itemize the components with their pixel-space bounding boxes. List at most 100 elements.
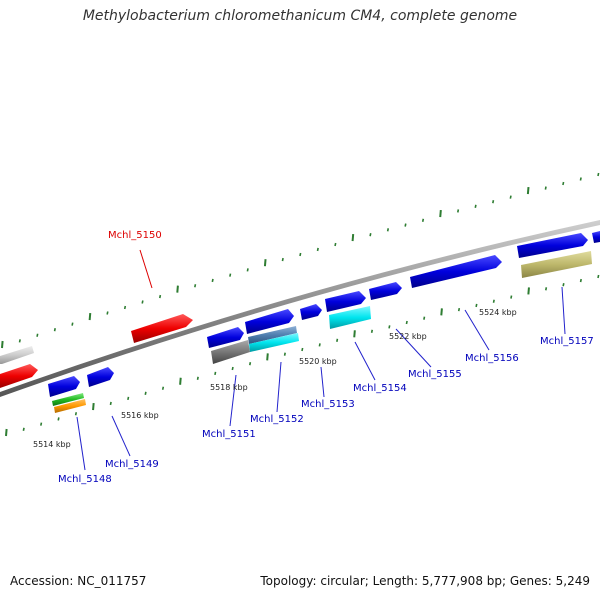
scale-tick [492, 200, 495, 204]
scale-tick [421, 218, 425, 222]
gene-arrow[interactable] [54, 399, 86, 413]
gene-label-mchl-5156[interactable]: Mchl_5156 [465, 353, 519, 364]
gene-arrow[interactable] [211, 340, 250, 364]
gene-arrow-mchl-5154[interactable] [329, 306, 371, 329]
scale-tick [579, 278, 582, 283]
gene-label-mchl-5154[interactable]: Mchl_5154 [353, 383, 407, 394]
scale-tick [353, 330, 356, 338]
gene-arrow[interactable] [325, 291, 366, 312]
gene-arrow[interactable] [0, 346, 34, 364]
scale-tick [1, 340, 4, 349]
scale-tick [369, 233, 372, 237]
scale-tick [74, 412, 78, 416]
scale-tick [179, 377, 182, 385]
gene-arrow-mchl-5150[interactable] [131, 314, 193, 343]
inner-scale-ticks [5, 274, 600, 437]
scale-tick [439, 210, 442, 218]
scale-tick [92, 403, 95, 411]
gene-arrow[interactable] [52, 393, 84, 406]
scale-tick [123, 305, 127, 310]
scale-tick [318, 343, 321, 347]
scale-tick [492, 299, 495, 303]
gene-arrow-mchl-5148[interactable] [48, 376, 80, 397]
gene-labels: Mchl_5148 Mchl_5149 Mchl_5150 Mchl_5151 … [58, 230, 594, 485]
gene-arrow[interactable] [0, 364, 38, 388]
gene-label-mchl-5155[interactable]: Mchl_5155 [408, 369, 462, 380]
tick-label: 5514 kbp [33, 440, 71, 449]
scale-tick [509, 195, 512, 199]
scale-tick [88, 312, 92, 321]
tick-label: 5516 kbp [121, 411, 159, 420]
scale-tick [36, 333, 39, 337]
gene-label-mchl-5157[interactable]: Mchl_5157 [540, 336, 594, 347]
scale-tick [144, 391, 147, 395]
scale-tick [388, 325, 391, 329]
scale-tick [423, 316, 426, 320]
tick-label: 5518 kbp [210, 383, 248, 392]
scale-tick [141, 300, 144, 304]
gene-arrow[interactable] [592, 231, 600, 243]
scale-tick [404, 223, 407, 227]
scale-tick [211, 278, 214, 283]
scale-tick [53, 328, 56, 332]
scale-tick [281, 257, 284, 262]
scale-tick [351, 233, 355, 242]
scale-tick [299, 252, 302, 257]
scale-tick [18, 339, 21, 343]
tick-label: 5520 kbp [299, 357, 337, 366]
gene-arrow[interactable] [245, 309, 294, 334]
scale-tick [263, 259, 267, 267]
scale-tick [22, 427, 25, 431]
scale-tick [158, 294, 162, 299]
tick-label: 5524 kbp [479, 308, 517, 317]
scale-tick [544, 287, 548, 291]
scale-tick [597, 274, 600, 279]
scale-tick [57, 417, 60, 421]
gene-arrow-mchl-5156[interactable] [410, 255, 502, 288]
scale-tick [475, 303, 478, 308]
scale-tick [544, 186, 547, 190]
scale-tick [597, 172, 600, 177]
gene-arrow-mchl-5151[interactable] [207, 327, 244, 348]
outer-scale-ticks [1, 172, 600, 349]
gene-arrow[interactable] [249, 333, 299, 352]
scale-tick [370, 329, 374, 333]
gene-arrow[interactable] [369, 282, 402, 300]
scale-tick [106, 311, 109, 315]
gene-label-mchl-5152[interactable]: Mchl_5152 [250, 414, 304, 425]
scale-tick [246, 268, 249, 272]
scale-tick [214, 371, 217, 376]
gene-label-mchl-5151[interactable]: Mchl_5151 [202, 429, 256, 440]
scale-tick [336, 338, 339, 342]
scale-labels: 5514 kbp 5516 kbp 5518 kbp 5520 kbp 5522… [33, 308, 517, 449]
accession-text: Accession: NC_011757 [10, 574, 147, 588]
scale-tick [456, 209, 460, 213]
scale-tick [405, 320, 408, 325]
scale-tick [229, 273, 232, 277]
genome-summary-text: Topology: circular; Length: 5,777,908 bp… [260, 574, 590, 588]
scale-tick [316, 247, 319, 252]
gene-label-mchl-5149[interactable]: Mchl_5149 [105, 459, 159, 470]
scale-tick [109, 401, 112, 406]
scale-tick [5, 428, 8, 437]
scale-tick [527, 287, 530, 295]
gene-label-mchl-5153[interactable]: Mchl_5153 [301, 399, 355, 410]
tick-label: 5522 kbp [389, 332, 427, 341]
scale-tick [579, 177, 582, 181]
scale-tick [194, 284, 197, 288]
scale-tick [334, 242, 337, 247]
gene-arrow-mchl-5153[interactable] [300, 304, 322, 320]
gene-arrow[interactable] [517, 233, 588, 258]
scale-tick [196, 376, 199, 380]
scale-tick [457, 307, 461, 312]
scale-tick [562, 181, 565, 186]
gene-arrow-mchl-5149[interactable] [87, 367, 114, 387]
gene-arrow-mchl-5152[interactable] [248, 326, 297, 344]
scale-tick [40, 422, 43, 426]
gene-label-mchl-5150[interactable]: Mchl_5150 [108, 230, 162, 241]
scale-tick [248, 362, 252, 366]
gene-label-mchl-5148[interactable]: Mchl_5148 [58, 474, 112, 485]
gene-arrow-mchl-5157[interactable] [521, 251, 592, 278]
scale-tick [127, 396, 130, 401]
